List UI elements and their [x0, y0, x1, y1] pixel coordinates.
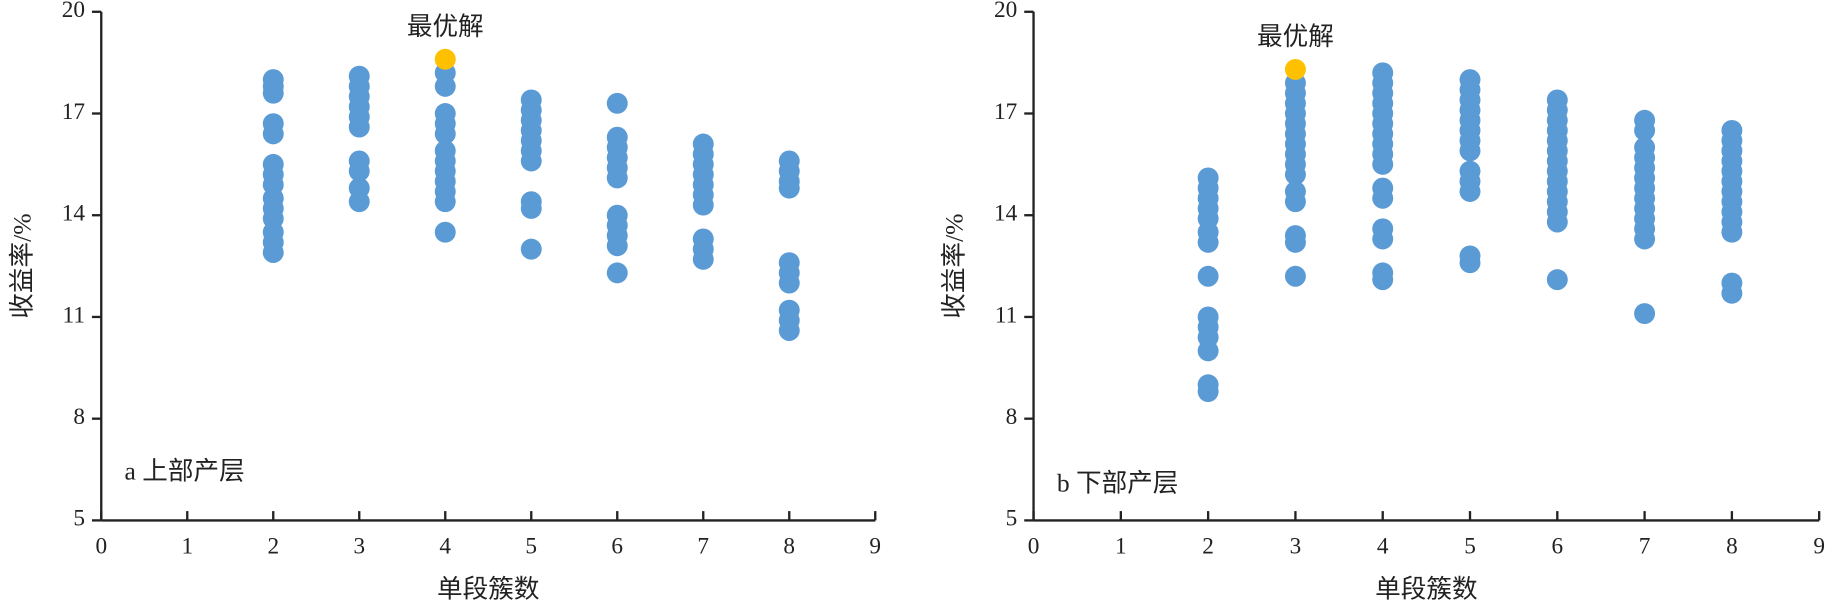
point [1284, 265, 1306, 287]
point [262, 82, 284, 104]
x-tick-label: 2 [267, 534, 279, 560]
point [520, 238, 542, 260]
point [1546, 269, 1568, 291]
point [692, 248, 714, 270]
y-tick-label: 17 [994, 99, 1017, 125]
point [348, 191, 370, 213]
x-tick-label: 5 [525, 534, 537, 560]
x-tick-label: 6 [611, 534, 623, 560]
x-tick-label: 1 [181, 534, 193, 560]
point [1634, 119, 1656, 141]
point [1634, 228, 1656, 250]
y-tick-label: 8 [1006, 404, 1018, 430]
x-tick-label: 3 [353, 534, 365, 560]
point [262, 242, 284, 264]
point [778, 177, 800, 199]
point [1459, 252, 1481, 274]
point [778, 272, 800, 294]
point [1721, 282, 1743, 304]
y-tick-label: 5 [73, 506, 85, 532]
point [1459, 181, 1481, 202]
point [262, 123, 284, 145]
point [1459, 140, 1481, 162]
point [606, 262, 628, 284]
x-tick-label: 9 [869, 534, 881, 560]
point [1372, 153, 1394, 175]
x-axis-label: 单段簇数 [437, 574, 539, 603]
point [434, 75, 456, 97]
point [606, 235, 628, 257]
point [1284, 231, 1306, 253]
y-tick-label: 11 [995, 302, 1017, 328]
x-tick-label: 0 [95, 534, 107, 560]
x-tick-label: 6 [1551, 534, 1563, 560]
point [434, 221, 456, 243]
point [1721, 221, 1743, 243]
x-tick-label: 1 [1115, 534, 1127, 560]
point [348, 160, 370, 182]
x-tick-label: 5 [1464, 534, 1476, 560]
point [1197, 340, 1219, 362]
point [1372, 269, 1394, 291]
point [1372, 228, 1394, 250]
x-tick-label: 0 [1028, 534, 1040, 560]
y-tick-label: 8 [73, 404, 85, 430]
x-tick-label: 3 [1290, 534, 1302, 560]
point [1197, 265, 1219, 287]
y-tick-label: 20 [62, 0, 85, 23]
y-tick-label: 5 [1006, 506, 1018, 532]
optimum-label: 最优解 [407, 12, 484, 41]
optimum-point [434, 48, 456, 70]
point [606, 167, 628, 189]
y-tick-label: 11 [63, 302, 85, 328]
y-tick-label: 14 [994, 201, 1018, 227]
x-tick-label: 2 [1202, 534, 1214, 560]
point [1197, 381, 1219, 403]
panel-label: a 上部产层 [125, 457, 245, 486]
y-tick-label: 17 [62, 99, 85, 125]
x-tick-label: 9 [1813, 534, 1825, 560]
point [520, 197, 542, 219]
point [1197, 231, 1219, 253]
point [1546, 211, 1568, 233]
x-tick-label: 4 [439, 534, 451, 560]
panel-label: b 下部产层 [1057, 468, 1179, 497]
x-tick-label: 7 [697, 534, 709, 560]
optimum-label: 最优解 [1257, 22, 1334, 51]
optimum-point [1284, 58, 1306, 80]
point [1284, 164, 1306, 186]
x-tick-label: 4 [1377, 534, 1389, 560]
y-tick-label: 20 [994, 0, 1017, 23]
point [1284, 191, 1306, 213]
point [434, 191, 456, 213]
point [348, 116, 370, 138]
point [692, 194, 714, 216]
point [778, 320, 800, 341]
point [1372, 187, 1394, 209]
point [1634, 303, 1656, 325]
y-axis-label: 收益率/% [940, 213, 969, 318]
x-tick-label: 7 [1639, 534, 1651, 560]
x-tick-label: 8 [1726, 534, 1738, 560]
x-tick-label: 8 [783, 534, 795, 560]
point [520, 150, 542, 172]
point [606, 92, 628, 114]
x-axis-label: 单段簇数 [1375, 574, 1477, 603]
y-tick-label: 14 [62, 201, 86, 227]
y-axis-label: 收益率/% [7, 213, 36, 318]
point [434, 123, 456, 145]
